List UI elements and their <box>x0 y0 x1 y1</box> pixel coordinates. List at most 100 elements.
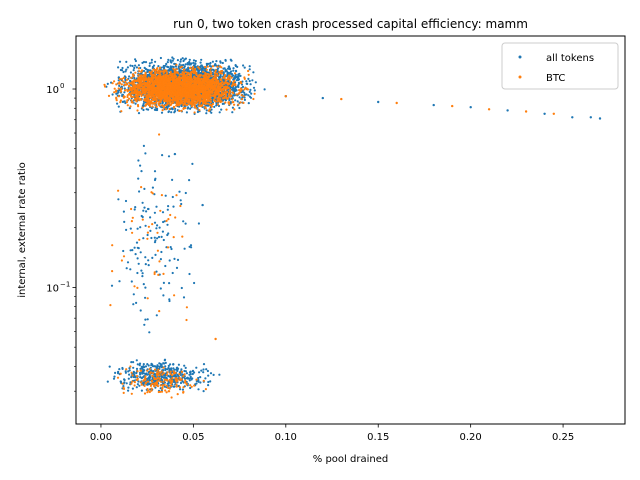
data-point <box>123 91 126 94</box>
data-point <box>254 81 257 84</box>
data-point <box>114 371 117 374</box>
data-point <box>176 258 180 261</box>
data-point <box>248 68 251 71</box>
data-point <box>132 75 135 78</box>
data-point <box>132 366 135 369</box>
data-point <box>179 388 182 391</box>
data-point <box>143 369 146 372</box>
data-point <box>224 59 227 62</box>
data-point <box>248 79 251 83</box>
data-point <box>139 373 142 376</box>
data-point <box>142 209 145 212</box>
data-point <box>469 106 472 109</box>
data-point <box>186 107 189 110</box>
data-point <box>211 65 214 68</box>
data-point <box>175 63 178 66</box>
data-point <box>246 82 249 85</box>
data-point <box>154 60 157 63</box>
data-point <box>248 90 251 93</box>
data-point <box>184 63 187 66</box>
data-point <box>148 331 151 334</box>
data-point <box>160 366 163 369</box>
data-point <box>127 389 130 392</box>
data-point <box>147 264 150 267</box>
data-point <box>143 323 146 326</box>
data-point <box>126 66 129 69</box>
data-point <box>150 236 153 240</box>
data-point <box>161 109 164 112</box>
data-point <box>199 61 202 64</box>
data-point <box>142 382 145 385</box>
data-point <box>235 89 238 92</box>
data-point <box>199 376 202 379</box>
data-point <box>163 66 166 69</box>
data-point <box>164 264 167 268</box>
data-point <box>189 66 192 70</box>
data-point <box>213 105 216 108</box>
data-point <box>183 377 187 380</box>
data-point <box>234 99 237 102</box>
data-point <box>210 108 213 111</box>
data-point <box>122 70 125 74</box>
data-point <box>158 69 161 72</box>
data-point <box>237 85 240 89</box>
data-point <box>128 107 131 110</box>
data-point <box>184 222 187 225</box>
data-point <box>165 62 168 66</box>
data-point <box>130 99 133 102</box>
data-point <box>238 106 241 110</box>
data-point <box>134 71 137 74</box>
data-point <box>135 386 138 389</box>
data-point <box>242 95 245 98</box>
data-point <box>131 249 134 252</box>
data-point <box>198 109 201 112</box>
data-point <box>168 282 171 285</box>
data-point <box>235 79 238 82</box>
data-point <box>237 73 240 76</box>
data-point <box>156 71 159 75</box>
data-point <box>144 256 147 259</box>
data-point <box>161 154 164 157</box>
data-point <box>123 220 126 223</box>
data-point <box>153 241 157 244</box>
data-point <box>221 84 224 87</box>
data-point <box>121 66 124 70</box>
data-point <box>178 67 181 71</box>
data-point <box>241 85 245 88</box>
data-point <box>202 67 205 70</box>
data-point <box>166 65 169 68</box>
data-point <box>129 64 132 67</box>
data-point <box>233 80 236 83</box>
data-point <box>144 296 147 299</box>
data-point <box>181 388 184 391</box>
data-point <box>166 61 169 64</box>
data-point <box>171 195 174 199</box>
data-point <box>253 89 256 92</box>
data-point <box>145 373 148 376</box>
data-point <box>124 70 127 73</box>
data-point <box>156 108 159 112</box>
data-point <box>193 281 196 285</box>
data-point <box>201 70 205 73</box>
data-point <box>169 363 172 366</box>
data-point <box>141 272 144 275</box>
data-point <box>221 102 224 105</box>
data-point <box>146 318 149 321</box>
data-point <box>145 210 148 213</box>
data-point <box>182 220 185 223</box>
data-point <box>236 100 239 103</box>
data-point <box>160 235 163 238</box>
data-point <box>103 85 107 88</box>
data-point <box>118 368 121 371</box>
data-point <box>128 367 131 370</box>
data-point <box>227 71 230 75</box>
data-point <box>132 303 135 306</box>
data-point <box>167 110 170 114</box>
data-point <box>154 177 157 180</box>
data-point <box>241 80 244 83</box>
data-point <box>162 281 165 284</box>
data-point <box>113 80 116 83</box>
data-point <box>188 58 191 61</box>
data-point <box>147 364 150 367</box>
data-point <box>184 366 187 369</box>
